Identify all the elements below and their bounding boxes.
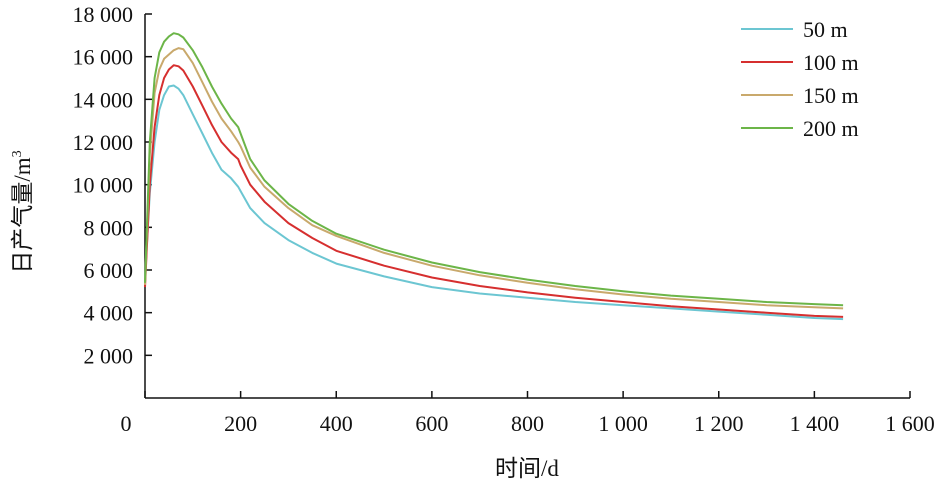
- x-tick-label: 1 400: [790, 411, 840, 436]
- y-tick-label: 18 000: [73, 2, 134, 27]
- y-tick-label: 6 000: [84, 258, 134, 283]
- y-axis-title: 日产气量/m3: [10, 150, 35, 273]
- y-tick-label: 10 000: [73, 173, 134, 198]
- x-tick-label: 200: [224, 411, 257, 436]
- x-tick-label: 1 600: [885, 411, 935, 436]
- y-ticks: 2 000 4 000 6 000 8 000 10 000 12 000 14 000 16…: [73, 2, 152, 368]
- x-tick-label: 0: [121, 411, 132, 436]
- x-tick-label: 1 200: [694, 411, 744, 436]
- legend-label: 150 m: [803, 83, 859, 108]
- legend-label: 50 m: [803, 17, 848, 42]
- legend-label: 200 m: [803, 116, 859, 141]
- y-tick-label: 12 000: [73, 130, 134, 155]
- legend: 50 m 100 m 150 m 200 m: [741, 17, 859, 141]
- x-tick-label: 1 000: [598, 411, 648, 436]
- series-line-1: [144, 84, 844, 321]
- legend-label: 100 m: [803, 50, 859, 75]
- x-tick-label: 600: [415, 411, 448, 436]
- y-tick-label: 8 000: [84, 215, 134, 240]
- y-tick-label: 14 000: [73, 87, 134, 112]
- y-tick-label: 4 000: [84, 301, 134, 326]
- axes: [144, 14, 910, 399]
- series-line-4: [144, 32, 844, 307]
- series-line-3: [144, 47, 844, 310]
- series-lines: [144, 32, 844, 321]
- y-tick-label: 16 000: [73, 45, 134, 70]
- x-tick-label: 400: [320, 411, 353, 436]
- x-tick-label: 800: [511, 411, 544, 436]
- x-axis-title: 时间/d: [495, 456, 559, 481]
- x-ticks: 0 200 400 600 800 1 000 1 200 1 400 1 600: [121, 391, 935, 436]
- y-tick-label: 2 000: [84, 343, 134, 368]
- series-line-2: [144, 64, 844, 318]
